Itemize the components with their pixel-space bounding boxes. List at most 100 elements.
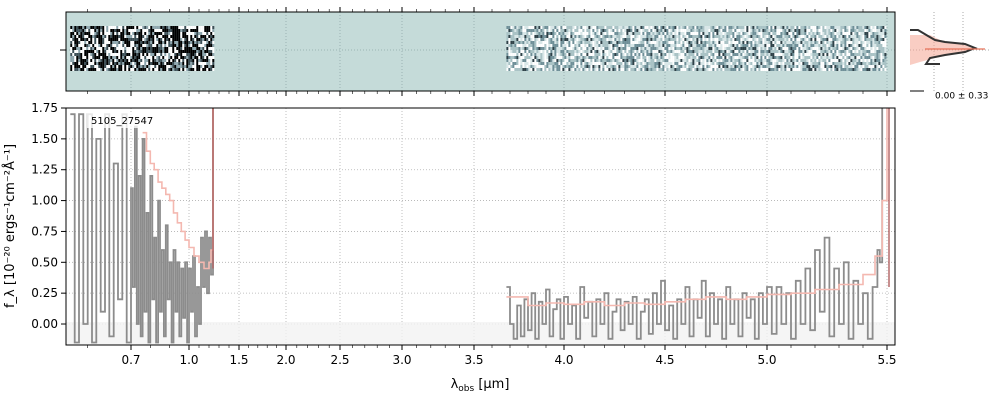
heat-pixel — [576, 50, 579, 53]
heat-pixel — [570, 29, 573, 32]
heat-pixel — [528, 29, 531, 32]
heat-pixel — [832, 29, 835, 32]
heat-pixel — [88, 32, 91, 35]
heat-pixel — [580, 38, 583, 41]
heat-pixel — [590, 35, 593, 38]
heat-pixel — [868, 47, 871, 50]
heat-pixel — [126, 53, 129, 56]
heat-pixel — [694, 53, 697, 56]
heat-pixel — [556, 26, 559, 29]
heat-pixel — [132, 50, 135, 53]
heat-pixel — [802, 26, 805, 29]
heat-pixel — [690, 41, 693, 44]
heat-pixel — [210, 59, 213, 62]
heat-pixel — [132, 53, 135, 56]
heat-pixel — [164, 56, 167, 59]
heat-pixel — [158, 59, 161, 62]
heat-pixel — [538, 32, 541, 35]
heat-pixel — [194, 53, 197, 56]
heat-pixel — [776, 44, 779, 47]
heat-pixel — [70, 41, 73, 44]
heat-pixel — [696, 32, 699, 35]
heat-pixel — [210, 65, 213, 68]
heat-pixel — [530, 59, 533, 62]
heat-pixel — [128, 41, 131, 44]
heat-pixel — [694, 62, 697, 65]
heat-pixel — [746, 62, 749, 65]
heat-pixel — [514, 35, 517, 38]
heat-pixel — [558, 56, 561, 59]
heat-pixel — [764, 41, 767, 44]
heat-pixel — [876, 41, 879, 44]
heat-pixel — [776, 41, 779, 44]
heat-pixel — [664, 29, 667, 32]
heat-pixel — [550, 62, 553, 65]
heat-pixel — [814, 47, 817, 50]
heat-pixel — [544, 41, 547, 44]
heat-pixel — [848, 29, 851, 32]
heat-pixel — [186, 29, 189, 32]
heat-pixel — [98, 35, 101, 38]
heat-pixel — [858, 56, 861, 59]
heat-pixel — [580, 62, 583, 65]
heat-pixel — [666, 41, 669, 44]
heat-pixel — [176, 29, 179, 32]
heat-pixel — [84, 47, 87, 50]
heat-pixel — [782, 38, 785, 41]
heat-pixel — [638, 38, 641, 41]
heat-pixel — [592, 62, 595, 65]
heat-pixel — [676, 26, 679, 29]
heat-pixel — [646, 59, 649, 62]
heat-pixel — [536, 29, 539, 32]
heat-pixel — [604, 50, 607, 53]
heat-pixel — [784, 35, 787, 38]
heat-pixel — [818, 26, 821, 29]
heat-pixel — [680, 68, 683, 71]
heat-pixel — [720, 41, 723, 44]
heat-pixel — [846, 56, 849, 59]
heat-pixel — [874, 44, 877, 47]
heat-pixel — [700, 26, 703, 29]
heat-pixel — [146, 47, 149, 50]
heat-pixel — [604, 44, 607, 47]
heat-pixel — [114, 29, 117, 32]
heat-pixel — [676, 59, 679, 62]
heat-pixel — [596, 62, 599, 65]
heat-pixel — [872, 47, 875, 50]
heat-pixel — [72, 41, 75, 44]
heat-pixel — [638, 62, 641, 65]
heat-pixel — [794, 62, 797, 65]
heat-pixel — [684, 62, 687, 65]
heat-pixel — [188, 38, 191, 41]
heat-pixel — [766, 44, 769, 47]
heat-pixel — [828, 35, 831, 38]
heat-pixel — [156, 29, 159, 32]
heat-pixel — [146, 38, 149, 41]
heat-pixel — [612, 62, 615, 65]
heat-pixel — [728, 44, 731, 47]
heat-pixel — [162, 50, 165, 53]
heat-pixel — [642, 53, 645, 56]
heat-pixel — [642, 56, 645, 59]
heat-pixel — [800, 38, 803, 41]
heat-pixel — [582, 26, 585, 29]
heat-pixel — [684, 47, 687, 50]
heat-pixel — [794, 53, 797, 56]
heat-pixel — [208, 35, 211, 38]
heat-pixel — [160, 41, 163, 44]
heat-pixel — [200, 53, 203, 56]
heat-pixel — [200, 35, 203, 38]
heat-pixel — [656, 65, 659, 68]
heat-pixel — [624, 29, 627, 32]
heat-pixel — [718, 56, 721, 59]
heat-pixel — [212, 50, 215, 53]
heat-pixel — [76, 44, 79, 47]
heat-pixel — [598, 38, 601, 41]
heat-pixel — [650, 56, 653, 59]
heat-pixel — [182, 47, 185, 50]
heat-pixel — [752, 50, 755, 53]
heat-pixel — [808, 53, 811, 56]
heat-pixel — [130, 32, 133, 35]
heat-pixel — [764, 53, 767, 56]
heat-pixel — [834, 68, 837, 71]
